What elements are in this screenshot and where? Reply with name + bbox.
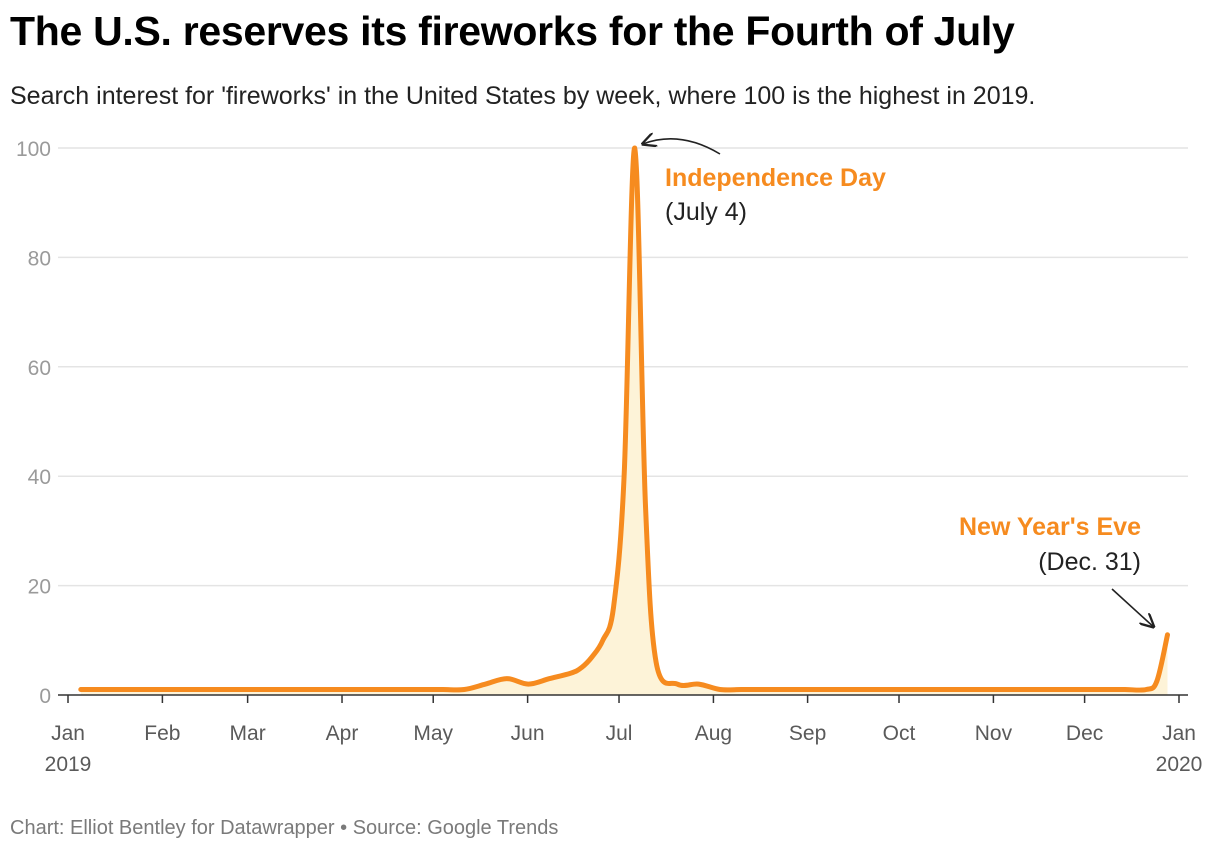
y-tick-label: 0 [39, 685, 51, 708]
x-tick-label: Jan [51, 722, 85, 745]
y-tick-label: 100 [16, 138, 51, 161]
chart-title: The U.S. reserves its fireworks for the … [10, 8, 1015, 54]
arrow-new-years-eve [1111, 588, 1154, 627]
x-tick-label: Jul [606, 722, 633, 745]
y-tick-label: 40 [28, 466, 51, 489]
x-tick-label: Oct [883, 722, 916, 745]
x-tick-label: Apr [326, 722, 359, 745]
annotation-independence-day: Independence Day [665, 164, 886, 192]
chart-footer: Chart: Elliot Bentley for Datawrapper • … [10, 817, 559, 839]
annotation-new-years-eve-date: (Dec. 31) [1038, 548, 1141, 576]
y-tick-label: 60 [28, 357, 51, 380]
annotation-new-years-eve: New Year's Eve [959, 513, 1141, 541]
chart-subtitle: Search interest for 'fireworks' in the U… [10, 82, 1036, 110]
x-tick-label: Sep [789, 722, 826, 745]
annotation-independence-day-date: (July 4) [665, 198, 747, 226]
y-tick-label: 20 [28, 576, 51, 599]
x-tick-label: Jun [511, 722, 545, 745]
x-tick-label: Dec [1066, 722, 1103, 745]
x-tick-label: Mar [230, 722, 266, 745]
arrow-independence-day [643, 139, 721, 155]
x-tick-year-label: 2019 [45, 753, 92, 776]
x-tick-year-label: 2020 [1156, 753, 1203, 776]
series-line [78, 145, 1170, 693]
y-tick-label: 80 [28, 247, 51, 270]
x-tick-label: Aug [695, 722, 732, 745]
x-tick-label: May [413, 722, 453, 745]
x-tick-label: Feb [144, 722, 180, 745]
series-area [80, 147, 1168, 696]
x-tick-label: Nov [975, 722, 1013, 745]
x-tick-label: Jan [1162, 722, 1196, 745]
